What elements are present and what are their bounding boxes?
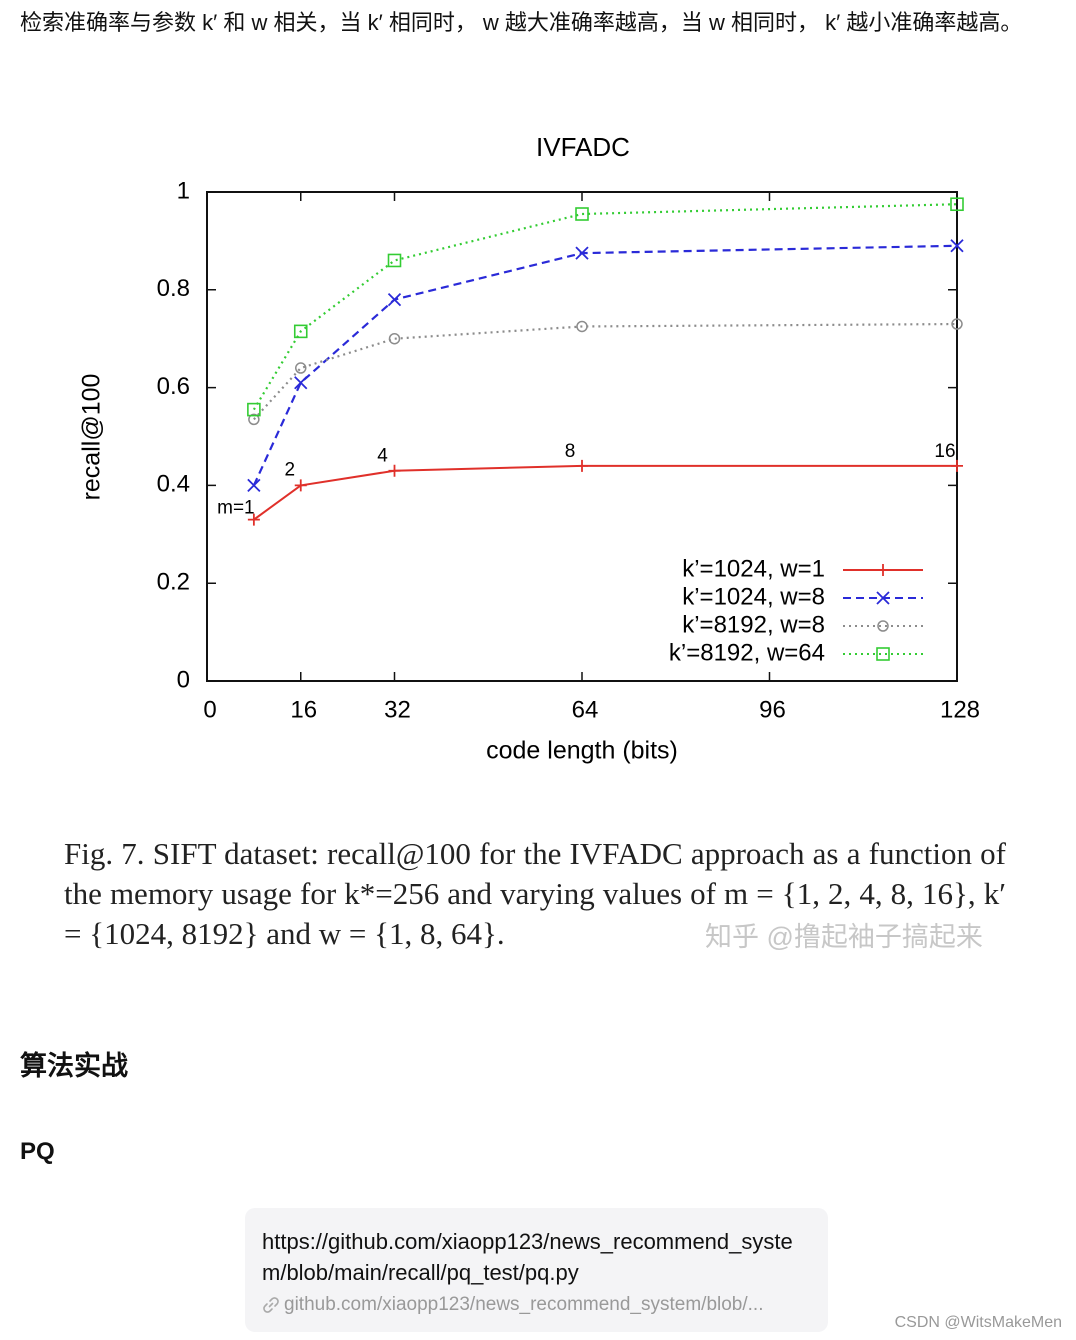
series-line — [253, 464, 957, 521]
y-axis-label: recall@100 — [78, 374, 106, 501]
paragraph: 检索准确率与参数 k′ 和 w 相关，当 k′ 相同时， w 越大准确率越高，当… — [20, 10, 1023, 35]
point-annotation: 2 — [284, 459, 295, 480]
y-tick-label: 0 — [177, 666, 190, 693]
legend-marker — [877, 620, 889, 632]
marker — [576, 320, 588, 333]
marker — [388, 464, 401, 477]
legend-marker — [877, 564, 889, 576]
marker — [247, 402, 261, 417]
chart: IVFADC code length (bits) recall@100 0 16… — [78, 132, 980, 765]
marker — [388, 332, 401, 345]
legend-label: k’=8192, w=64 — [669, 639, 825, 666]
marker — [951, 459, 963, 472]
point-annotation: 8 — [565, 441, 576, 462]
series-line — [252, 203, 958, 411]
marker — [387, 253, 402, 268]
series-line — [253, 322, 958, 421]
link-url-row: github.com/xiaopp123/news_recommend_syst… — [262, 1294, 810, 1316]
x-axis-label: code length (bits) — [486, 737, 678, 765]
legend-label: k’=8192, w=8 — [682, 611, 825, 638]
x-tick-label: 0 — [203, 696, 216, 723]
x-tick-label: 128 — [940, 696, 980, 723]
marker — [575, 246, 589, 260]
marker — [293, 324, 308, 339]
plot-frame — [206, 191, 958, 682]
chart-title: IVFADC — [536, 132, 630, 162]
legend-label: k’=1024, w=8 — [682, 583, 825, 610]
watermark: 知乎 @撸起袖子搞起来 — [705, 922, 983, 952]
link-card[interactable]: https://github.com/xiaopp123/news_recomm… — [245, 1208, 828, 1332]
point-annotation: 4 — [377, 446, 388, 467]
subsection-heading: PQ — [20, 1138, 55, 1165]
y-tick-label: 1 — [177, 177, 190, 204]
figure-caption: Fig. 7. SIFT dataset: recall@100 for the… — [64, 836, 1006, 951]
y-tick-label: 0.6 — [157, 373, 190, 400]
marker — [950, 239, 964, 253]
x-tick-label: 64 — [572, 696, 599, 723]
y-tick-label: 0.8 — [157, 275, 190, 302]
marker — [950, 197, 964, 212]
link-url[interactable]: github.com/xiaopp123/news_recommend_syst… — [284, 1294, 764, 1315]
marker — [248, 413, 260, 426]
legend-marker — [876, 647, 890, 661]
marker — [387, 292, 402, 307]
y-tick-label: 0.2 — [157, 569, 190, 596]
y-tick-label: 0.4 — [157, 471, 190, 498]
marker — [576, 459, 588, 472]
x-tick-label: 32 — [384, 696, 411, 723]
footer-watermark: CSDN @WitsMakeMen — [894, 1314, 1062, 1331]
marker — [295, 362, 307, 374]
section-heading: 算法实战 — [20, 1051, 128, 1081]
x-tick-label: 96 — [759, 696, 786, 723]
marker — [951, 318, 963, 330]
point-annotation: 16 — [934, 441, 955, 462]
legend-label: k’=1024, w=1 — [682, 555, 825, 582]
marker — [247, 478, 261, 493]
series-line — [252, 244, 958, 486]
point-annotation: m=1 — [217, 498, 255, 519]
marker — [294, 376, 308, 390]
link-icon — [263, 1297, 279, 1313]
legend-marker — [876, 591, 890, 605]
marker — [294, 479, 307, 492]
link-title[interactable]: https://github.com/xiaopp123/news_recomm… — [262, 1229, 793, 1285]
marker — [575, 207, 589, 221]
x-tick-label: 16 — [290, 696, 317, 723]
marker — [247, 513, 260, 526]
